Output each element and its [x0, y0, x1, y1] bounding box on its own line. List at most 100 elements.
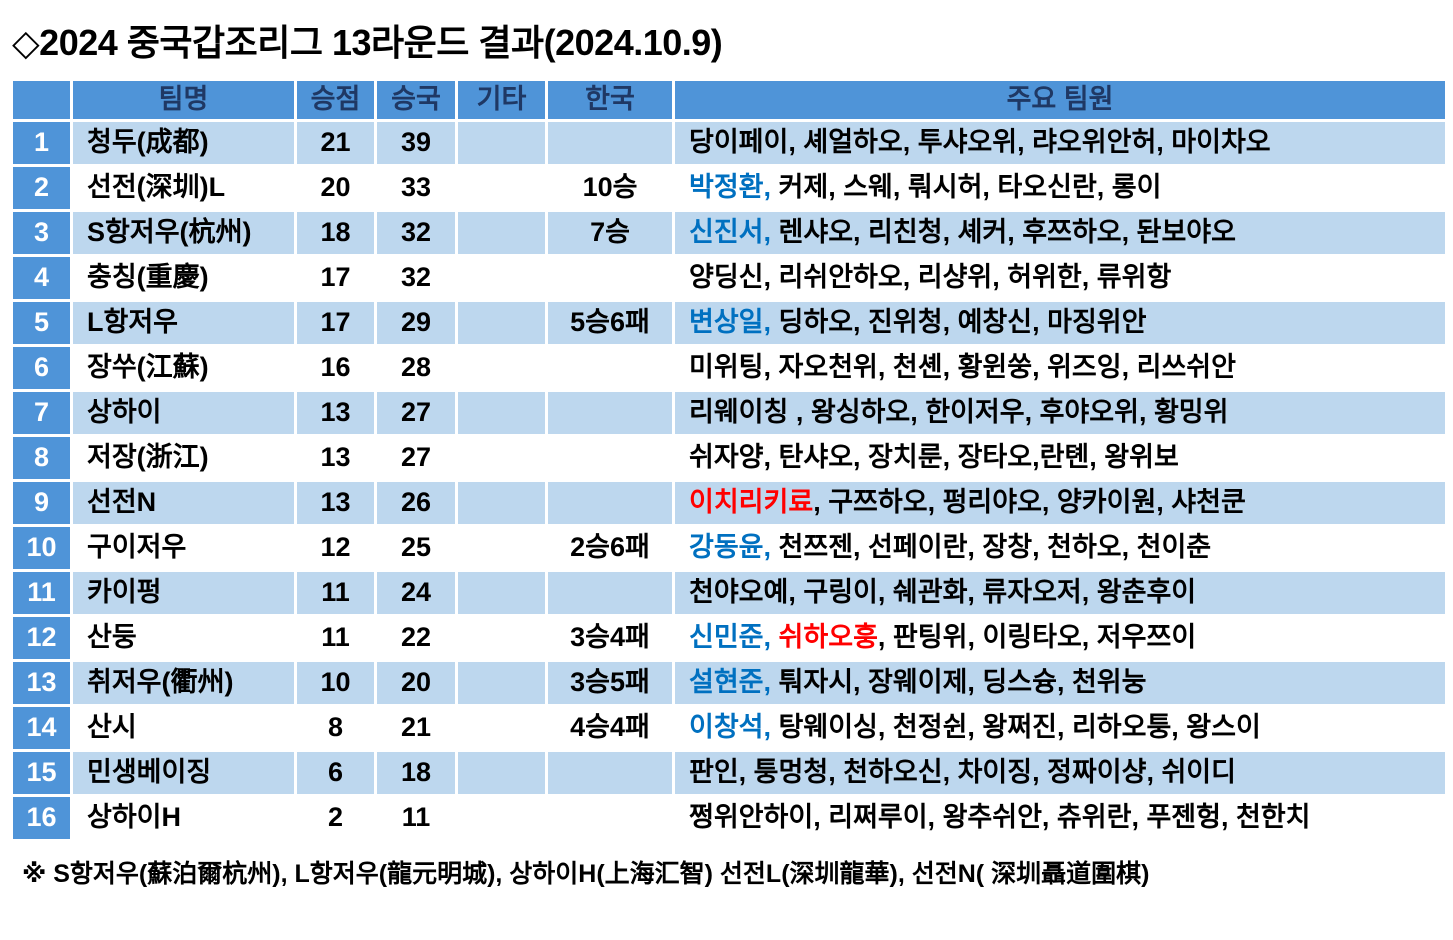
korea-cell: 10승	[545, 164, 675, 212]
korea-cell	[545, 434, 675, 482]
member-name-highlight: 설현준,	[689, 667, 772, 698]
table-row: 9 선전N 13 26 이치리키료, 구쯔하오, 펑리야오, 양카이원, 샤천쿤	[10, 479, 1448, 527]
members-cell: 설현준, 퉈자시, 장웨이제, 딩스슝, 천위눙	[672, 659, 1448, 707]
rank-cell: 6	[10, 344, 73, 392]
members-cell: 리웨이칭 , 왕싱하오, 한이저우, 후야오위, 황밍위	[672, 389, 1448, 437]
korea-cell: 3승4패	[545, 614, 675, 662]
table-row: 14 산시 8 21 4승4패 이창석, 탕웨이싱, 천정쉰, 왕쩌진, 리하오퉁, 왕스…	[10, 704, 1448, 752]
table-row: 11 카이펑 11 24 천야오예, 구링이, 쉐관화, 류자오저, 왕춘후이	[10, 569, 1448, 617]
table-row: 8 저장(浙江) 13 27 쉬자양, 탄샤오, 장치룬, 장타오,란톈, 왕위보	[10, 434, 1448, 482]
wins-cell: 20	[374, 659, 458, 707]
points-cell: 21	[294, 119, 377, 167]
table-row: 6 장쑤(江蘇) 16 28 미위팅, 자오천위, 천셴, 황윈쑹, 위즈잉, 리쓰쉬안	[10, 344, 1448, 392]
points-cell: 11	[294, 614, 377, 662]
wins-cell: 27	[374, 389, 458, 437]
team-cell: 청두(成都)	[70, 119, 297, 167]
team-cell: 장쑤(江蘇)	[70, 344, 297, 392]
member-names: 쉬자양, 탄샤오, 장치룬, 장타오,란톈, 왕위보	[689, 442, 1179, 473]
korea-cell	[545, 479, 675, 527]
member-names	[771, 622, 779, 652]
points-cell: 11	[294, 569, 377, 617]
points-cell: 18	[294, 209, 377, 257]
member-names: 미위팅, 자오천위, 천셴, 황윈쑹, 위즈잉, 리쓰쉬안	[689, 352, 1236, 383]
members-cell: 쩡위안하이, 리쩌루이, 왕추쉬안, 츄위란, 푸젠헝, 천한치	[672, 794, 1448, 842]
header-wins: 승국	[374, 78, 458, 122]
member-names: 당이페이, 셰얼하오, 투샤오위, 랴오위안허, 마이차오	[689, 127, 1271, 158]
member-names: 쩡위안하이, 리쩌루이, 왕추쉬안, 츄위란, 푸젠헝, 천한치	[689, 802, 1311, 833]
points-cell: 16	[294, 344, 377, 392]
points-cell: 6	[294, 749, 377, 797]
etc-cell	[455, 749, 548, 797]
wins-cell: 18	[374, 749, 458, 797]
wins-cell: 11	[374, 794, 458, 842]
team-cell: 산시	[70, 704, 297, 752]
wins-cell: 29	[374, 299, 458, 347]
team-cell: 충칭(重慶)	[70, 254, 297, 302]
points-cell: 20	[294, 164, 377, 212]
header-rank	[10, 78, 73, 122]
etc-cell	[455, 299, 548, 347]
korea-cell: 2승6패	[545, 524, 675, 572]
team-cell: 상하이	[70, 389, 297, 437]
rank-cell: 4	[10, 254, 73, 302]
etc-cell	[455, 524, 548, 572]
members-cell: 쉬자양, 탄샤오, 장치룬, 장타오,란톈, 왕위보	[672, 434, 1448, 482]
team-cell: 구이저우	[70, 524, 297, 572]
etc-cell	[455, 209, 548, 257]
etc-cell	[455, 164, 548, 212]
member-name-highlight: 이치리키료	[689, 487, 814, 518]
members-cell: 미위팅, 자오천위, 천셴, 황윈쑹, 위즈잉, 리쓰쉬안	[672, 344, 1448, 392]
korea-cell	[545, 119, 675, 167]
wins-cell: 25	[374, 524, 458, 572]
member-names: 천야오예, 구링이, 쉐관화, 류자오저, 왕춘후이	[689, 577, 1197, 608]
member-names: 렌샤오, 리친청, 셰커, 후쯔하오, 돤보야오	[771, 217, 1236, 248]
table-row: 4 충칭(重慶) 17 32 양딩신, 리쉬안하오, 리샹위, 허위한, 류위항	[10, 254, 1448, 302]
header-members: 주요 팀원	[672, 78, 1448, 122]
header-team: 팀명	[70, 78, 297, 122]
wins-cell: 27	[374, 434, 458, 482]
korea-cell: 7승	[545, 209, 675, 257]
header-points: 승점	[294, 78, 377, 122]
members-cell: 박정환, 커제, 스웨, 뤄시허, 타오신란, 롱이	[672, 164, 1448, 212]
rank-cell: 10	[10, 524, 73, 572]
table-row: 7 상하이 13 27 리웨이칭 , 왕싱하오, 한이저우, 후야오위, 황밍위	[10, 389, 1448, 437]
team-cell: 산둥	[70, 614, 297, 662]
rank-cell: 1	[10, 119, 73, 167]
team-cell: 민생베이징	[70, 749, 297, 797]
member-names: 판인, 퉁멍청, 천하오신, 차이징, 정짜이샹, 쉬이디	[689, 757, 1236, 788]
rank-cell: 9	[10, 479, 73, 527]
rank-cell: 8	[10, 434, 73, 482]
team-cell: 선전N	[70, 479, 297, 527]
members-cell: 당이페이, 셰얼하오, 투샤오위, 랴오위안허, 마이차오	[672, 119, 1448, 167]
members-cell: 천야오예, 구링이, 쉐관화, 류자오저, 왕춘후이	[672, 569, 1448, 617]
korea-cell	[545, 389, 675, 437]
member-name-highlight: 신민준,	[689, 622, 772, 653]
team-cell: 상하이H	[70, 794, 297, 842]
points-cell: 13	[294, 389, 377, 437]
rank-cell: 16	[10, 794, 73, 842]
member-name-highlight: 쉬하오훙	[778, 622, 878, 653]
member-names: , 판팅위, 이링타오, 저우쯔이	[877, 622, 1197, 653]
korea-cell: 3승5패	[545, 659, 675, 707]
rank-cell: 13	[10, 659, 73, 707]
members-cell: 이창석, 탕웨이싱, 천정쉰, 왕쩌진, 리하오퉁, 왕스이	[672, 704, 1448, 752]
member-names: , 구쯔하오, 펑리야오, 양카이원, 샤천쿤	[813, 487, 1246, 518]
rank-cell: 3	[10, 209, 73, 257]
points-cell: 2	[294, 794, 377, 842]
points-cell: 17	[294, 254, 377, 302]
etc-cell	[455, 614, 548, 662]
table-row: 1 청두(成都) 21 39 당이페이, 셰얼하오, 투샤오위, 랴오위안허, 마이차오	[10, 119, 1448, 167]
member-names: 천쯔젠, 선페이란, 장창, 천하오, 천이춘	[771, 532, 1212, 563]
rank-cell: 11	[10, 569, 73, 617]
table-row: 16 상하이H 2 11 쩡위안하이, 리쩌루이, 왕추쉬안, 츄위란, 푸젠헝, 천한…	[10, 794, 1448, 842]
etc-cell	[455, 704, 548, 752]
header-row: 팀명 승점 승국 기타 한국 주요 팀원	[10, 78, 1448, 122]
wins-cell: 33	[374, 164, 458, 212]
etc-cell	[455, 794, 548, 842]
etc-cell	[455, 479, 548, 527]
points-cell: 17	[294, 299, 377, 347]
header-korea: 한국	[545, 78, 675, 122]
rank-cell: 2	[10, 164, 73, 212]
page-title: ◇2024 중국갑조리그 13라운드 결과(2024.10.9)	[12, 22, 723, 63]
